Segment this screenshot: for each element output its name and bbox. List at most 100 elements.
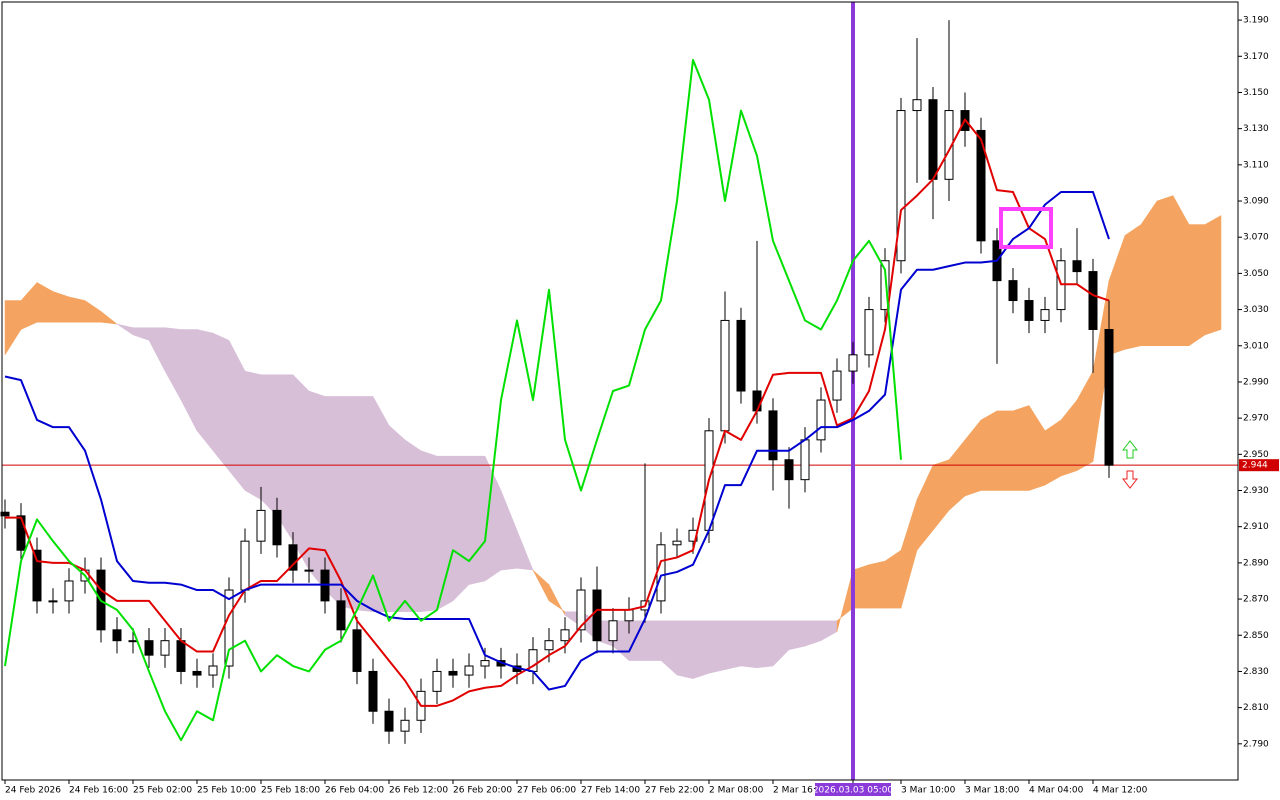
candle-body — [352, 629, 362, 672]
y-tick-label: 3.050 — [1243, 269, 1269, 279]
candle-body — [784, 459, 794, 481]
candle-body — [544, 640, 554, 651]
x-tick-label: 27 Feb 22:00 — [645, 786, 704, 796]
candle-body — [560, 629, 570, 642]
cloud-segment — [1156, 195, 1174, 347]
price-label-box — [1239, 459, 1279, 472]
cloud-segment — [996, 410, 1014, 491]
cloud-layer — [4, 195, 1222, 680]
cloud-segment — [52, 291, 70, 323]
cloud-segment — [420, 450, 438, 613]
candle-body — [384, 710, 394, 732]
candle-body — [0, 511, 10, 517]
candle-body — [944, 110, 954, 180]
cloud-segment — [68, 296, 86, 323]
candle-body — [880, 260, 890, 311]
candle-body — [656, 544, 666, 602]
cloud-segment — [1124, 224, 1142, 350]
candle-body — [624, 609, 634, 622]
candle-body — [736, 319, 746, 392]
candle-body — [208, 665, 218, 676]
x-tick-label: 3 Mar 18:00 — [965, 786, 1020, 796]
x-tick-label: 25 Feb 18:00 — [261, 786, 320, 796]
y-tick-label: 3.070 — [1243, 233, 1269, 243]
y-tick-label: 3.030 — [1243, 305, 1269, 315]
cloud-segment — [740, 620, 758, 669]
candle-body — [432, 670, 442, 692]
cloud-segment — [308, 390, 326, 591]
candle-body — [912, 99, 922, 112]
cloud-segment — [676, 620, 694, 679]
candle-body — [48, 600, 58, 603]
candle-body — [672, 540, 682, 546]
candle-body — [720, 319, 730, 432]
cloud-segment — [452, 455, 470, 602]
cloud-segment — [1140, 200, 1158, 347]
cloud-segment — [868, 560, 886, 609]
plot-layer — [0, 2, 1238, 780]
axis-layer: 2.790 2.810 2.830 2.850 2.870 2.890 2.910 2.930… — [4, 16, 1279, 796]
indicator-line — [4, 58, 902, 742]
x-tick-label: 25 Feb 10:00 — [197, 786, 256, 796]
candle-body — [176, 640, 186, 672]
cloud-segment — [1044, 419, 1062, 486]
candle-body — [576, 589, 586, 631]
candle-body — [768, 410, 778, 461]
candle-body — [816, 399, 826, 441]
y-tick-label: 3.190 — [1243, 16, 1269, 26]
x-tick-label: 26 Feb 12:00 — [389, 786, 448, 796]
y-tick-label: 2.910 — [1243, 522, 1269, 532]
candle-body — [144, 640, 154, 656]
candle-body — [608, 620, 618, 642]
plot-frame — [1, 1, 1239, 781]
cloud-segment — [644, 620, 662, 661]
cloud-segment — [788, 620, 806, 651]
candle-body — [64, 580, 74, 602]
cloud-segment — [292, 374, 310, 571]
price-label: 2.944 — [1242, 461, 1268, 471]
cloud-segment — [516, 530, 534, 571]
cloud-segment — [980, 410, 998, 491]
cloud-segment — [692, 620, 710, 680]
x-tick-label: 25 Feb 02:00 — [133, 786, 192, 796]
candle-body — [752, 390, 762, 412]
x-tick-label: 2 Mar 08:00 — [709, 786, 764, 796]
cloud-segment — [468, 455, 486, 585]
candle-body — [448, 670, 458, 676]
cloud-segment — [260, 374, 278, 517]
y-tick-label: 3.130 — [1243, 124, 1269, 134]
x-tick-label: 24 Feb 16:00 — [69, 786, 128, 796]
x-tick-label: 4 Mar 12:00 — [1093, 786, 1148, 796]
candle-body — [1024, 300, 1034, 321]
y-tick-label: 2.850 — [1243, 631, 1269, 641]
candle-body — [864, 309, 874, 356]
y-tick-label: 3.110 — [1243, 160, 1269, 170]
candle-body — [1104, 328, 1114, 466]
candle-body — [256, 509, 266, 542]
cloud-segment — [756, 620, 774, 669]
candle-body — [1008, 280, 1018, 302]
y-tick-label: 3.150 — [1243, 88, 1269, 98]
candle-body — [128, 640, 138, 643]
x-tick-label: 2 Mar 16:00 — [773, 786, 828, 796]
y-tick-label: 3.010 — [1243, 341, 1269, 351]
cloud-segment — [196, 329, 214, 452]
candle-body — [224, 589, 234, 667]
y-tick-label: 2.790 — [1243, 739, 1269, 749]
candle-body — [928, 99, 938, 180]
indicator-line — [4, 190, 1110, 691]
y-tick-label: 2.870 — [1243, 595, 1269, 605]
y-tick-label: 2.810 — [1243, 703, 1269, 713]
cloud-segment — [708, 620, 726, 674]
candle-body — [480, 660, 490, 667]
candle-body — [1088, 271, 1098, 330]
x-tick-label: 2026.03.03 05:00 — [813, 786, 894, 796]
candle-body — [976, 129, 986, 242]
candle-body — [240, 540, 250, 591]
up-arrow — [1121, 440, 1139, 459]
cloud-segment — [340, 396, 358, 611]
candle-body — [464, 665, 474, 676]
x-tick-label: 27 Feb 06:00 — [517, 786, 576, 796]
candle-body — [592, 589, 602, 642]
